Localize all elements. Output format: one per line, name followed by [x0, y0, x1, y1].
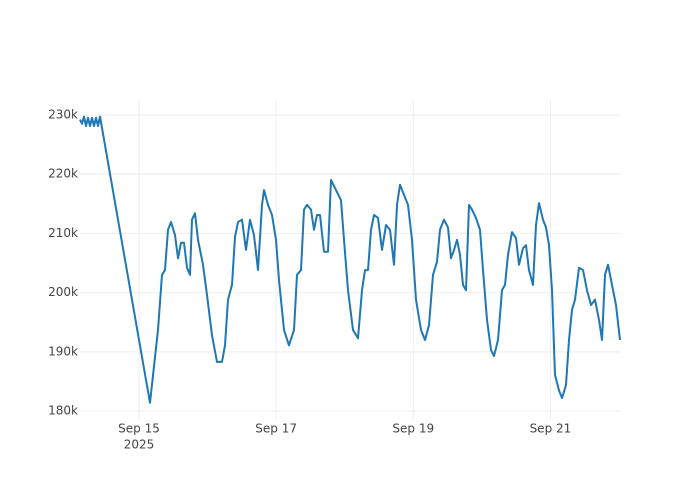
line-series	[79, 115, 621, 404]
y-tick-label: 220k	[48, 167, 78, 181]
x-tick-year: 2025	[124, 438, 155, 452]
x-tick-label: Sep 17	[255, 422, 297, 436]
x-tick-label: Sep 21	[530, 422, 572, 436]
x-tick-label: Sep 15	[118, 422, 160, 436]
x-tick-label: Sep 19	[392, 422, 434, 436]
y-tick-label: 230k	[48, 107, 78, 121]
y-tick-label: 210k	[48, 226, 78, 240]
y-tick-label: 200k	[48, 285, 78, 299]
y-tick-label: 190k	[48, 344, 78, 358]
y-tick-label: 180k	[48, 404, 78, 418]
